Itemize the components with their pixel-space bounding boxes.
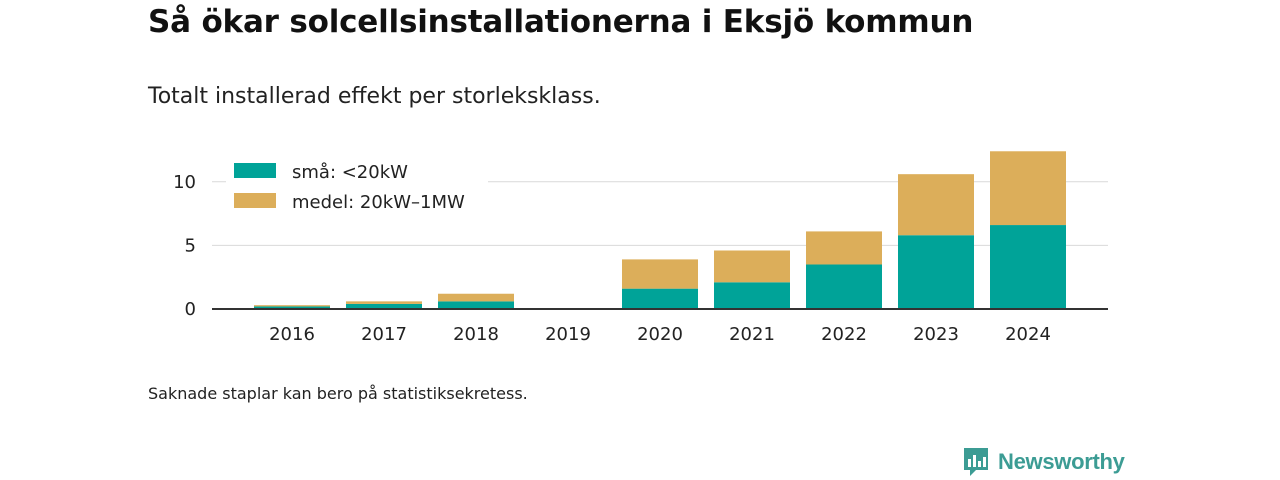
legend-swatch <box>234 163 276 178</box>
brand-name: Newsworthy <box>998 449 1125 474</box>
legend-label: små: <20kW <box>292 162 408 183</box>
bar-2018-series-1 <box>438 293 514 302</box>
y-tick-label: 10 <box>173 172 196 193</box>
x-tick-label: 2018 <box>453 324 499 345</box>
x-tick-label: 2017 <box>361 324 407 345</box>
bar-2021-series-0 <box>714 282 790 309</box>
brand-logo[interactable]: Newsworthy <box>962 446 1125 478</box>
x-tick-label: 2021 <box>729 324 775 345</box>
bar-2021-series-1 <box>714 250 790 283</box>
bar-2017-series-1 <box>346 301 422 304</box>
x-tick-label: 2023 <box>913 324 959 345</box>
legend: små: <20kW medel: 20kW–1MW <box>226 152 488 218</box>
y-tick-label: 5 <box>185 235 196 256</box>
bar-2022-series-1 <box>806 231 882 265</box>
bar-2020-series-1 <box>622 259 698 289</box>
bars <box>254 151 1066 309</box>
legend-label: medel: 20kW–1MW <box>292 192 465 213</box>
footnote: Saknade staplar kan bero på statistiksek… <box>148 384 528 403</box>
newsworthy-logo-icon <box>964 448 988 476</box>
bar-2020-series-0 <box>622 288 698 309</box>
axes: 0 5 10 2016 2017 2018 2019 2020 2021 2022 2023 2024 <box>173 172 1108 345</box>
bar-2016-series-0 <box>254 306 330 309</box>
bar-2016-series-1 <box>254 305 330 307</box>
bar-2023-series-1 <box>898 174 974 236</box>
x-tick-label: 2020 <box>637 324 683 345</box>
chart-title: Så ökar solcellsinstallationerna i Eksjö… <box>148 4 974 40</box>
stacked-bar-chart: 0 5 10 2016 2017 2018 2019 2020 2021 2022 2023 2024… <box>173 151 1108 345</box>
y-tick-label: 0 <box>185 299 196 320</box>
legend-swatch <box>234 193 276 208</box>
bar-2018-series-0 <box>438 301 514 309</box>
chart-subtitle: Totalt installerad effekt per storlekskl… <box>148 84 601 109</box>
x-tick-label: 2016 <box>269 324 315 345</box>
bar-2017-series-0 <box>346 303 422 309</box>
bar-2023-series-0 <box>898 235 974 309</box>
bar-2024-series-1 <box>990 151 1066 226</box>
bar-2024-series-0 <box>990 225 1066 309</box>
x-tick-label: 2019 <box>545 324 591 345</box>
bar-2022-series-0 <box>806 264 882 309</box>
x-tick-label: 2024 <box>1005 324 1051 345</box>
x-tick-label: 2022 <box>821 324 867 345</box>
